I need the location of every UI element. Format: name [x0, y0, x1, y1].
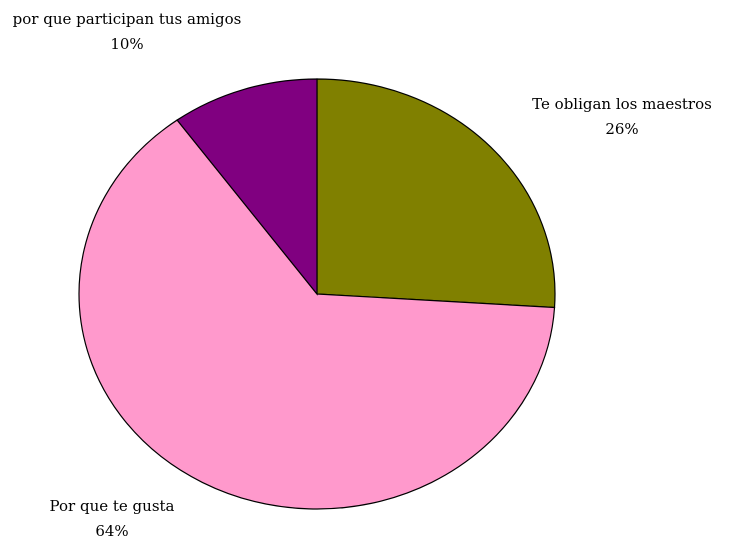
- pie-slice: [316, 78, 556, 309]
- value-label: 64%: [95, 522, 129, 537]
- category-label: por que participan tus amigos: [12, 10, 242, 28]
- slice-label: Te obligan los maestros 26%: [492, 92, 744, 142]
- slice-label: por que participan tus amigos 10%: [12, 7, 242, 57]
- value-label: 26%: [605, 120, 639, 138]
- category-label: Te obligan los maestros: [532, 95, 712, 113]
- pie-slice: [176, 78, 318, 296]
- slice-label: Por que te gusta 64%: [12, 494, 212, 537]
- value-label: 10%: [110, 35, 144, 53]
- pie-slice: [78, 119, 556, 510]
- category-label: Por que te gusta: [49, 497, 175, 515]
